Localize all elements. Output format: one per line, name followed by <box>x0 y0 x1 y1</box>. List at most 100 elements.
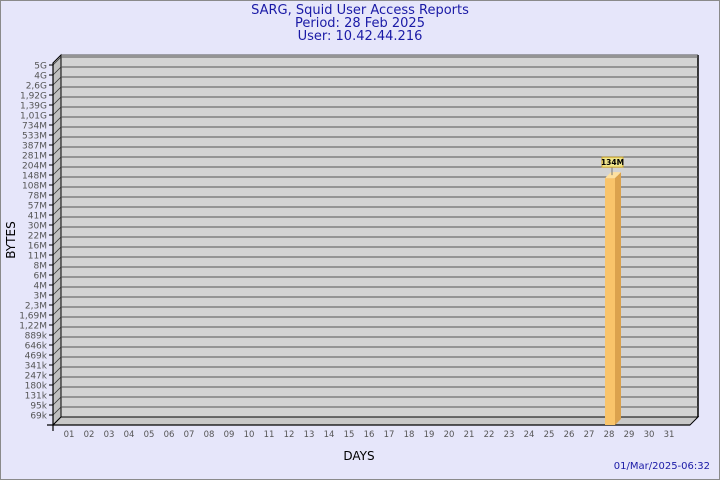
chart-title: SARG, Squid User Access Reports <box>251 3 469 18</box>
x-tick-label: 13 <box>304 430 315 440</box>
x-tick-label: 07 <box>184 430 195 440</box>
gridline-diagonal <box>52 176 62 186</box>
y-tick-label: 108M <box>22 182 47 192</box>
y-tick-label: 69k <box>30 412 47 422</box>
data-label-box <box>601 156 624 168</box>
y-tick-label: 6M <box>34 272 48 282</box>
gridline-diagonal <box>52 346 62 356</box>
x-tick-label: 28 <box>604 430 615 440</box>
y-tick-label: 1,69M <box>19 312 47 322</box>
gridline-diagonal <box>52 196 62 206</box>
y-tick-label: 95k <box>30 402 47 412</box>
gridline-diagonal <box>52 86 62 96</box>
x-tick-label: 25 <box>544 430 555 440</box>
plot-background <box>61 55 698 417</box>
x-tick-label: 21 <box>464 430 475 440</box>
y-tick-label: 1,01G <box>20 112 47 122</box>
gridline-diagonal <box>52 246 62 256</box>
y-tick-label: 533M <box>22 132 47 142</box>
gridline-diagonal <box>52 76 62 86</box>
gridline-diagonal <box>52 106 62 116</box>
y-tick-label: 889k <box>25 332 48 342</box>
y-tick-label: 469k <box>25 352 48 362</box>
y-tick-label: 1,22M <box>19 322 47 332</box>
data-label: 134M <box>601 158 624 167</box>
gridline-diagonal <box>52 356 62 366</box>
y-tick-label: 148M <box>22 172 47 182</box>
x-tick-label: 17 <box>384 430 395 440</box>
gridline-diagonal <box>52 116 62 126</box>
gridline-diagonal <box>52 186 62 196</box>
x-tick-label: 08 <box>204 430 215 440</box>
y-tick-label: 30M <box>28 222 47 232</box>
y-tick-label: 387M <box>22 142 47 152</box>
y-tick-label: 3M <box>34 292 48 302</box>
gridline-diagonal <box>52 326 62 336</box>
gridline-diagonal <box>52 56 62 66</box>
gridline-diagonal <box>52 366 62 376</box>
x-axis-title: DAYS <box>343 449 374 463</box>
gridline-diagonal <box>52 206 62 216</box>
x-tick-label: 09 <box>224 430 235 440</box>
y-tick-label: 2,6G <box>26 82 47 92</box>
gridline-diagonal <box>52 226 62 236</box>
y-tick-label: 78M <box>28 192 47 202</box>
x-tick-label: 24 <box>524 430 535 440</box>
bar-top <box>605 172 621 179</box>
x-tick-label: 10 <box>244 430 255 440</box>
y-tick-label: 4M <box>34 282 48 292</box>
gridline-diagonal <box>52 286 62 296</box>
gridline-diagonal <box>52 166 62 176</box>
gridline-diagonal <box>52 216 62 226</box>
gridline-diagonal <box>52 276 62 286</box>
gridline-diagonal <box>52 256 62 266</box>
x-tick-label: 12 <box>284 430 295 440</box>
bar-side <box>615 172 621 425</box>
gridline-diagonal <box>52 66 62 76</box>
x-tick-label: 31 <box>664 430 675 440</box>
y-tick-label: 11M <box>28 252 47 262</box>
y-tick-label: 1,39G <box>20 102 47 112</box>
y-tick-label: 5G <box>34 62 47 72</box>
gridline-diagonal <box>52 96 62 106</box>
x-tick-label: 04 <box>124 430 135 440</box>
gridline-diagonal <box>52 316 62 326</box>
x-tick-label: 03 <box>104 430 115 440</box>
x-tick-label: 16 <box>364 430 375 440</box>
gridline-diagonal <box>52 396 62 406</box>
x-tick-label: 20 <box>444 430 455 440</box>
y-tick-label: 281M <box>22 152 47 162</box>
gridline-diagonal <box>52 406 62 416</box>
x-tick-label: 22 <box>484 430 495 440</box>
chart-subtitle-period: Period: 28 Feb 2025 <box>295 16 425 31</box>
gridline-diagonal <box>52 156 62 166</box>
y-axis-title: BYTES <box>4 221 18 258</box>
gridline-diagonal <box>52 136 62 146</box>
y-tick-label: 41M <box>28 212 47 222</box>
report-timestamp: 01/Mar/2025-06:32 <box>613 461 710 472</box>
y-tick-label: 734M <box>22 122 47 132</box>
gridline-diagonal <box>52 266 62 276</box>
floor <box>51 416 700 426</box>
x-tick-label: 30 <box>644 430 655 440</box>
y-tick-label: 8M <box>34 262 48 272</box>
y-tick-label: 204M <box>22 162 47 172</box>
x-tick-label: 11 <box>264 430 275 440</box>
x-tick-label: 27 <box>584 430 595 440</box>
gridline-diagonal <box>52 306 62 316</box>
x-tick-label: 29 <box>624 430 635 440</box>
x-tick-label: 01 <box>64 430 75 440</box>
x-tick-label: 23 <box>504 430 515 440</box>
x-tick-label: 05 <box>144 430 155 440</box>
chart-subtitle-user: User: 10.42.44.216 <box>297 29 423 44</box>
x-tick-label: 14 <box>324 430 335 440</box>
x-tick-label: 15 <box>344 430 355 440</box>
y-tick-label: 1,92G <box>20 92 47 102</box>
gridline-diagonal <box>52 296 62 306</box>
gridline-diagonal <box>52 146 62 156</box>
gridline-diagonal <box>52 336 62 346</box>
y-tick-label: 247k <box>25 372 48 382</box>
y-tick-label: 22M <box>28 232 47 242</box>
x-tick-label: 02 <box>84 430 95 440</box>
